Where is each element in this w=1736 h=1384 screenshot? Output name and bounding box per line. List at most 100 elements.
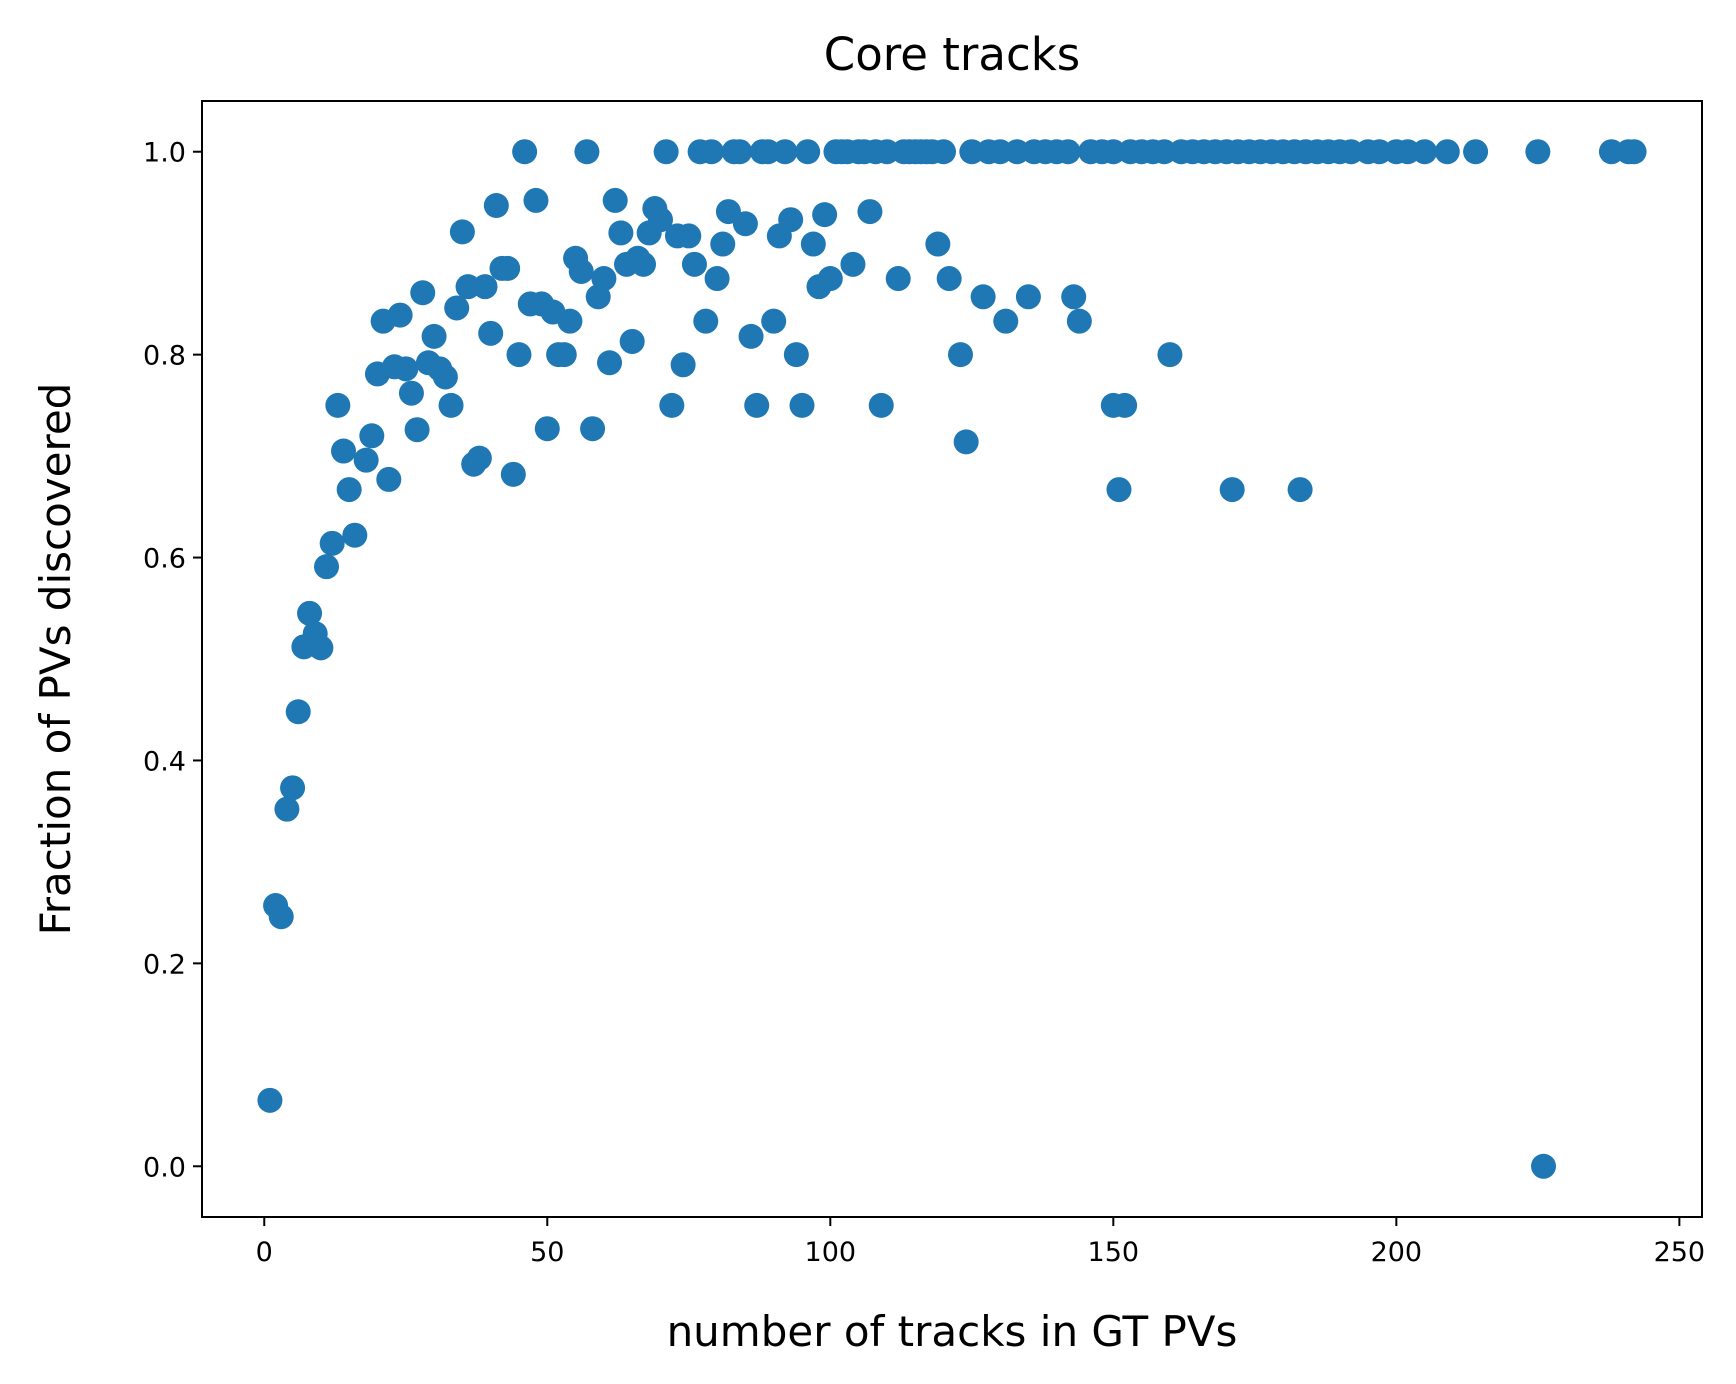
data-point (551, 342, 577, 368)
data-point (840, 251, 866, 277)
data-point (376, 466, 402, 492)
y-tick-label: 0.6 (143, 544, 186, 575)
data-point (483, 192, 509, 218)
data-point (506, 342, 532, 368)
x-tick-label: 200 (1371, 1237, 1423, 1268)
y-tick-label: 0.0 (143, 1152, 186, 1183)
data-point (1055, 139, 1081, 165)
axis-ticks: 0 50 100 150 200 250 0.0 0.2 0.4 0.6 0.8 1.0 (143, 138, 1705, 1268)
data-point (970, 284, 996, 310)
x-tick-label: 250 (1654, 1237, 1706, 1268)
x-tick-label: 100 (805, 1237, 857, 1268)
chart-title: Core tracks (824, 28, 1080, 81)
data-point (404, 417, 430, 443)
data-point (1525, 139, 1551, 165)
data-point (268, 904, 294, 930)
data-point (421, 323, 447, 349)
data-point (857, 199, 883, 225)
data-point (1621, 139, 1647, 165)
data-point (868, 392, 894, 418)
data-point (647, 207, 673, 233)
data-point (1531, 1153, 1557, 1179)
data-point (591, 266, 617, 292)
data-point (732, 211, 758, 237)
data-point (800, 231, 826, 257)
data-point (1061, 284, 1087, 310)
data-point (1434, 139, 1460, 165)
data-point (478, 320, 504, 346)
data-point (495, 255, 521, 281)
data-point (761, 308, 787, 334)
data-point (953, 429, 979, 455)
data-point (359, 423, 385, 449)
data-point (1463, 139, 1489, 165)
data-point (331, 438, 357, 464)
data-point (336, 477, 362, 503)
data-point (466, 445, 492, 471)
data-point (568, 258, 594, 284)
data-point (342, 522, 368, 548)
data-point (936, 266, 962, 292)
data-point (353, 447, 379, 473)
data-point (619, 328, 645, 354)
data-point (744, 392, 770, 418)
data-point (698, 139, 724, 165)
data-point (410, 280, 436, 306)
y-tick-label: 0.4 (143, 746, 186, 777)
data-point (993, 308, 1019, 334)
data-point (432, 364, 458, 390)
data-point (789, 392, 815, 418)
data-point (608, 220, 634, 246)
data-point (534, 416, 560, 442)
data-point (387, 302, 413, 328)
data-point (885, 266, 911, 292)
data-point (783, 342, 809, 368)
y-tick-label: 0.8 (143, 341, 186, 372)
data-point (812, 202, 838, 228)
data-point (1015, 284, 1041, 310)
data-point (676, 223, 702, 249)
y-tick-label: 0.2 (143, 949, 186, 980)
data-point (398, 380, 424, 406)
data-point (1066, 308, 1092, 334)
data-point (681, 251, 707, 277)
data-point (297, 600, 323, 626)
data-point (512, 139, 538, 165)
data-point (285, 699, 311, 725)
data-point (659, 392, 685, 418)
data-point (449, 219, 475, 245)
data-point (1219, 477, 1245, 503)
data-point (574, 139, 600, 165)
data-point (631, 251, 657, 277)
data-point (257, 1087, 283, 1113)
data-point (1112, 392, 1138, 418)
data-point (710, 231, 736, 257)
y-tick-label: 1.0 (143, 138, 186, 169)
data-point (653, 139, 679, 165)
x-tick-label: 0 (256, 1237, 273, 1268)
x-tick-label: 150 (1088, 1237, 1140, 1268)
data-point (693, 308, 719, 334)
data-point (597, 350, 623, 376)
data-point (727, 139, 753, 165)
data-point (523, 187, 549, 213)
data-point (778, 207, 804, 233)
data-point (319, 530, 345, 556)
data-point (1412, 139, 1438, 165)
data-points (257, 139, 1647, 1179)
data-point (817, 266, 843, 292)
data-point (580, 416, 606, 442)
data-point (738, 323, 764, 349)
data-point (772, 139, 798, 165)
data-point (438, 392, 464, 418)
data-point (670, 352, 696, 378)
data-point (314, 554, 340, 580)
data-point (931, 139, 957, 165)
data-point (795, 139, 821, 165)
x-tick-label: 50 (530, 1237, 564, 1268)
data-point (325, 392, 351, 418)
data-point (1287, 477, 1313, 503)
data-point (393, 356, 419, 382)
data-point (557, 308, 583, 334)
